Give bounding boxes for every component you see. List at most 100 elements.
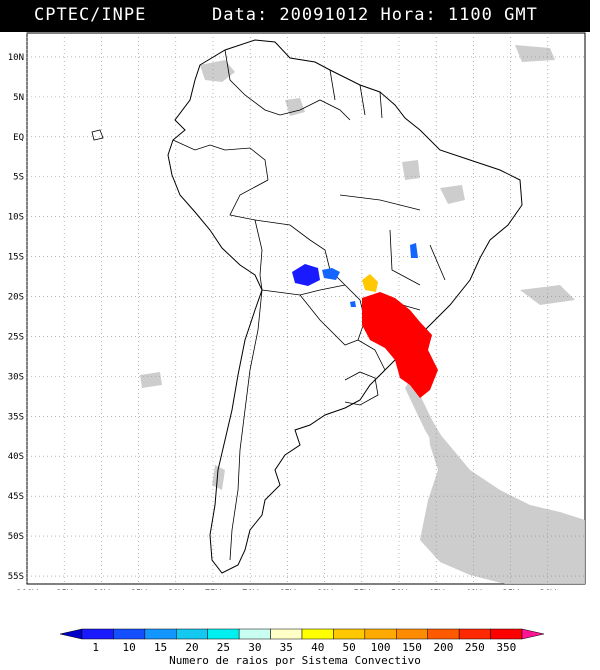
legend-label: 50 [343,641,356,654]
grid-lines [26,33,585,584]
legend-box [81,628,114,640]
border-uruguay [344,371,379,406]
color-legend: 1 10 15 20 25 30 35 40 50 100 150 200 250 350 [59,628,545,654]
legend-box [490,628,523,640]
legend-label: 10 [123,641,136,654]
lake-patch [91,129,104,141]
legend-label: 40 [311,641,324,654]
convective-system-blue-small [410,243,418,258]
legend-label: 30 [248,641,261,654]
lon-tick-label: 30W [540,589,557,590]
lat-tick-label: EQ [13,133,24,143]
legend-label: 35 [280,641,293,654]
lat-tick-label: 30S [8,372,24,382]
latitude-labels: 10N 5N EQ 5S 10S 15S 20S 25S 30S 35S 40S 45S 50S 55S [8,53,24,582]
legend-low-arrow [59,628,83,640]
source-label: CPTEC/INPE [34,5,147,25]
border-colombia-peru-brazil [224,147,269,181]
border-paraguay-argentina [299,294,359,346]
lon-tick-label: 40W [465,589,482,590]
legend-box [176,628,208,640]
legend-color-boxes [59,628,545,640]
lon-tick-label: 75W [205,589,222,590]
lon-tick-label: 80W [168,589,185,590]
coastline-layer [167,39,523,574]
lat-tick-label: 50S [8,532,24,542]
lon-tick-label: 45W [428,589,445,590]
cloud-south-atlantic [420,420,585,584]
cloud-atlantic-east [520,285,575,305]
border-guianas [329,69,383,119]
cloud-north-patch-1 [200,60,235,82]
legend-box [238,628,271,640]
border-argentina-brazil [357,339,386,371]
lat-tick-label: 20S [8,293,24,303]
legend-label: 20 [185,641,198,654]
legend-label: 350 [496,641,516,654]
legend-box [364,628,397,640]
lat-tick-label: 15S [8,253,24,263]
legend-box [333,628,366,640]
border-venezuela-brazil [279,99,351,121]
cloud-pacific-west [140,372,162,388]
cloud-north-patch-2 [285,98,305,116]
map-canvas: 100W 95W 90W 85W 80W 75W 70W 65W 60W 55W 50W 45W 40W… [8,32,586,590]
cloud-north-patch-4 [440,185,465,204]
longitude-labels: 100W 95W 90W 85W 80W 75W 70W 65W 60W 55W 50W 45W 40W… [16,589,556,590]
legend-high-arrow [521,628,545,640]
lon-tick-label: 70W [242,589,259,590]
border-ecuador-peru [172,139,226,151]
legend-box [458,628,491,640]
map-frame: 100W 95W 90W 85W 80W 75W 70W 65W 60W 55W 50W 45W 40W… [0,32,590,590]
legend-label: 25 [217,641,230,654]
lat-tick-label: 45S [8,492,24,502]
legend-label: 150 [402,641,422,654]
legend-label: 15 [154,641,167,654]
legend-label: 250 [465,641,485,654]
legend-box [301,628,334,640]
lat-tick-label: 10S [8,213,24,223]
cloud-north-patch-3 [402,160,420,180]
cloud-layer [140,45,585,584]
legend-box [427,628,460,640]
south-america-coastline [167,39,523,574]
convective-system-dark-blue [292,264,320,286]
convective-system-blue [322,268,340,280]
lon-tick-label: 65W [279,589,296,590]
lon-tick-label: 100W [16,589,38,590]
lon-tick-label: 35W [502,589,519,590]
lat-tick-label: 35S [8,412,24,422]
lon-tick-label: 90W [93,589,110,590]
cloud-andes-south [212,465,225,490]
legend-labels: 1 10 15 20 25 30 35 40 50 100 150 200 250 350 [92,641,516,654]
legend-caption: Numero de raios por Sistema Convectivo [169,654,421,667]
lon-tick-label: 60W [316,589,333,590]
legend-box [270,628,303,640]
legend-label: 100 [371,641,391,654]
lat-tick-label: 40S [8,452,24,462]
convective-system-yellow [362,274,378,292]
lon-tick-label: 50W [391,589,408,590]
legend-box [113,628,146,640]
legend-label: 200 [433,641,453,654]
convective-systems [292,243,438,398]
legend-box [396,628,428,640]
legend-box [207,628,240,640]
border-peru-brazil [229,179,269,251]
datetime-label: Data: 20091012 Hora: 1100 GMT [212,5,538,25]
convective-system-blue-tiny [350,301,356,307]
legend-label: 1 [92,641,99,654]
cloud-front-band [405,380,445,452]
border-colombia-venezuela [224,49,281,116]
legend-box [144,628,177,640]
lon-tick-label: 95W [56,589,73,590]
lon-tick-label: 55W [354,589,371,590]
cloud-atlantic-north [515,45,555,62]
borders-layer [91,49,446,561]
lat-tick-label: 5S [13,173,24,183]
lat-tick-label: 55S [8,572,24,582]
convective-system-red [362,292,438,398]
border-chile-argentina [229,289,263,561]
lat-tick-label: 5N [13,93,24,103]
title-bar: CPTEC/INPE Data: 20091012 Hora: 1100 GMT [0,0,590,32]
